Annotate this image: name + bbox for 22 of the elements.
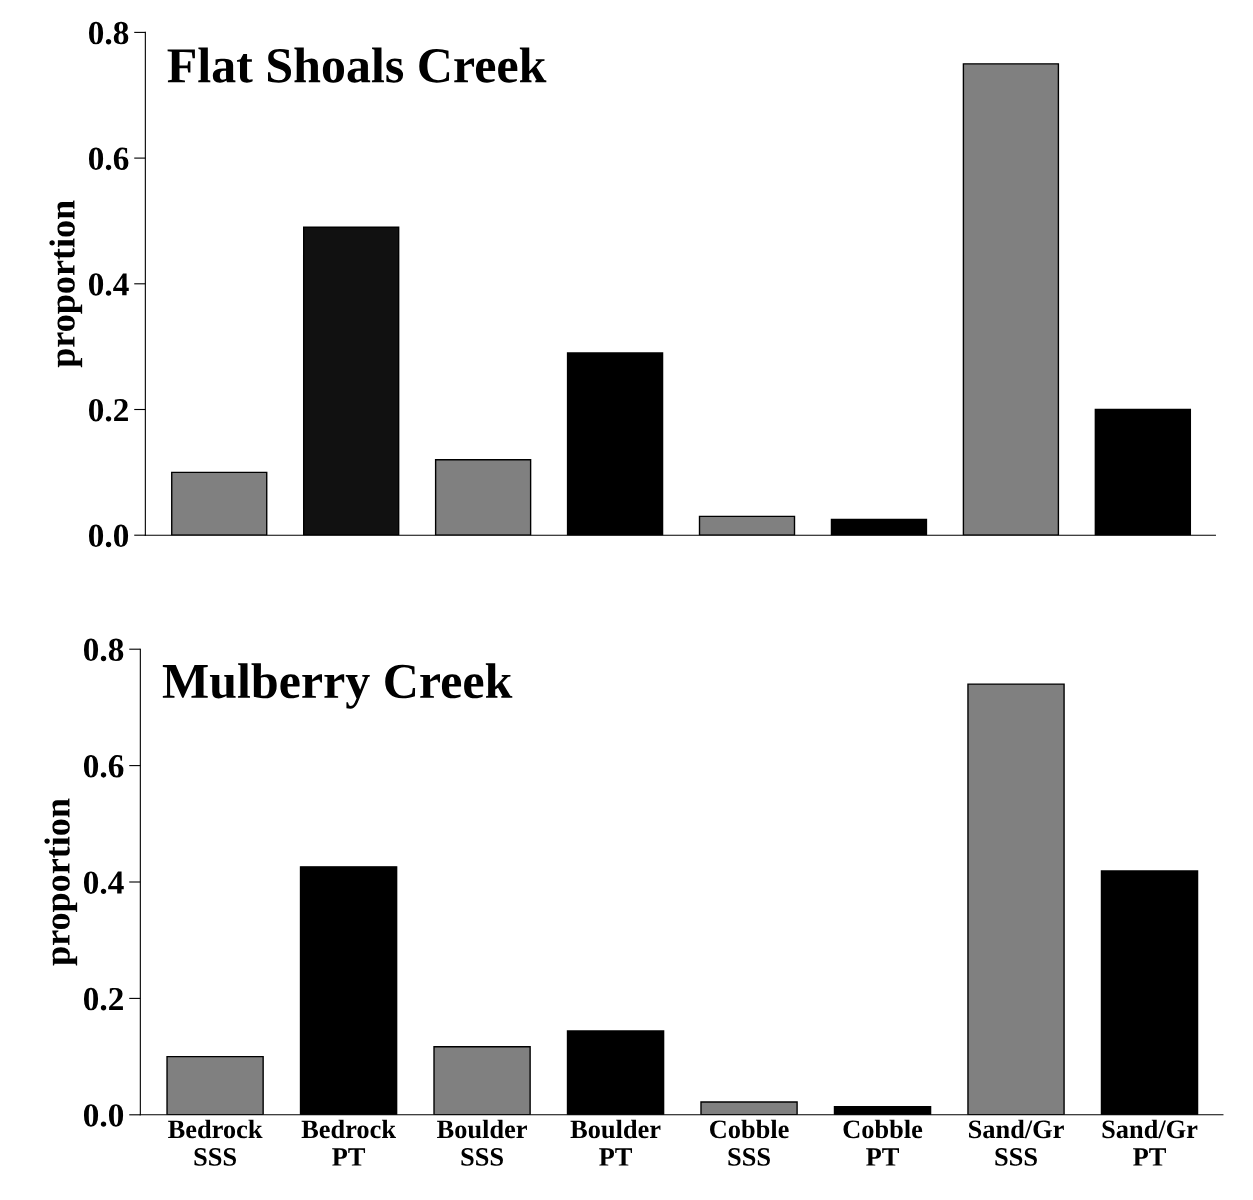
x-tick-label: Boulder SSS: [437, 1119, 527, 1166]
x-tick-label: Cobble PT: [843, 1119, 923, 1166]
y-tick-label: 0.0: [83, 1104, 124, 1127]
y-tick-label: 0.4: [88, 273, 129, 296]
y-tick-label: 0.2: [83, 987, 123, 1011]
y-tick-label: 0.2: [88, 398, 128, 422]
y-axis-title: proportion: [49, 200, 83, 368]
y-axis-title: proportion: [44, 798, 78, 966]
x-tick-label: Bedrock SSS: [168, 1119, 263, 1166]
x-tick-label: Sand/Gr PT: [1102, 1119, 1198, 1166]
chart-title: Mulberry Creek: [162, 663, 513, 709]
y-tick-label: 0.6: [83, 755, 124, 778]
chart-title: Flat Shoals Creek: [167, 47, 547, 83]
x-tick-label: Boulder PT: [570, 1119, 661, 1166]
y-tick-label: 0.6: [88, 147, 129, 171]
y-tick-label: 0.0: [88, 524, 129, 548]
y-tick-label: 0.8: [88, 21, 129, 45]
x-tick-label: Sand/Gr SSS: [969, 1119, 1064, 1166]
x-tick-label: Bedrock PT: [301, 1119, 396, 1166]
y-tick-label: 0.8: [83, 638, 124, 662]
x-tick-label: Cobble SSS: [710, 1119, 789, 1166]
y-tick-label: 0.4: [83, 871, 124, 895]
